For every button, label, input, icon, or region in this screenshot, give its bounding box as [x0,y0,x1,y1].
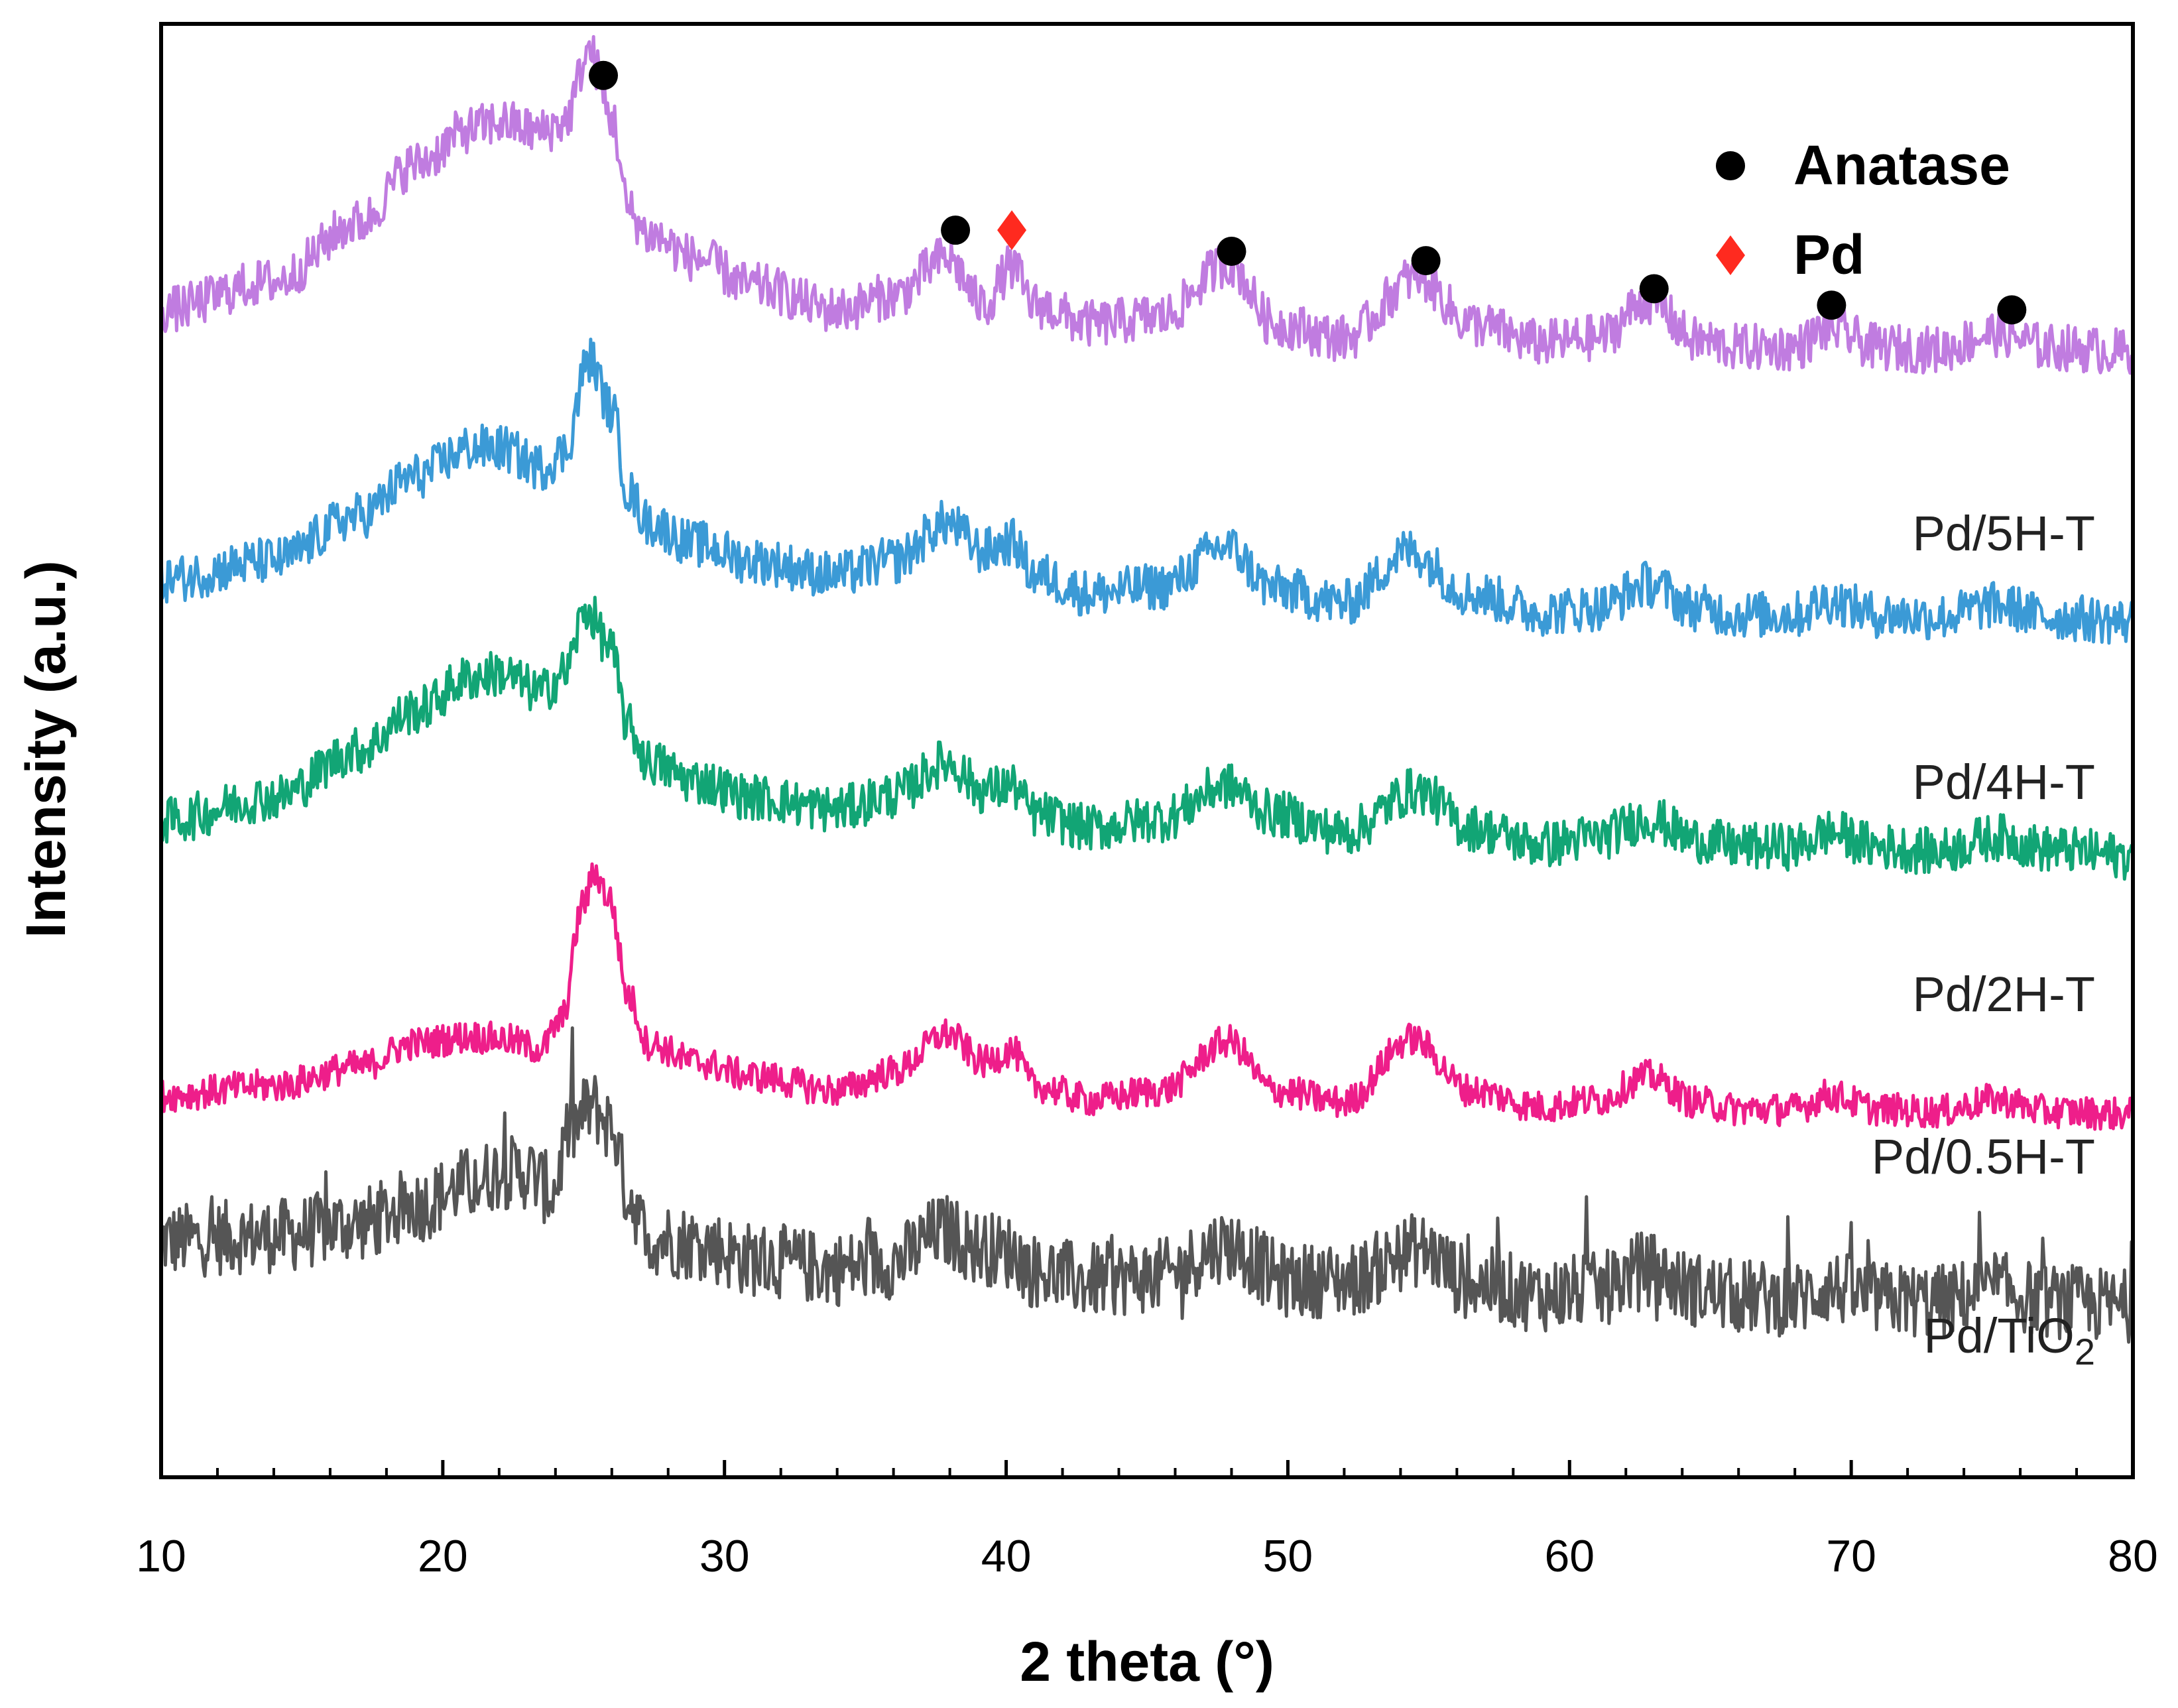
legend-anatase-marker-icon [1716,151,1745,180]
anatase-peak-marker-icon [1817,290,1846,320]
plot-frame [159,22,2135,1479]
anatase-peak-marker-icon [589,60,619,90]
series-layer [159,34,2135,1344]
series-label-pd-4h-t: Pd/4H-T [1912,755,2095,810]
y-axis-title: Intensity (a.u.) [15,560,77,938]
x-axis-title: 2 theta (°) [1020,1630,1274,1693]
x-tick-label: 60 [1544,1531,1595,1581]
x-tick-label: 80 [2108,1531,2158,1581]
anatase-peak-marker-icon [1411,246,1441,276]
legend-pd-marker-icon [1716,235,1745,275]
series-line-pd-4h-t [159,337,2135,645]
series-line-pd-tio [160,1026,2135,1344]
x-tick-label: 30 [699,1531,750,1581]
x-tick-label: 50 [1263,1531,1313,1581]
legend-anatase-label: Anatase [1793,134,2010,196]
series-label-pd-0-5h-t: Pd/0.5H-T [1872,1129,2095,1184]
series-label-pd-2h-t: Pd/2H-T [1912,967,2095,1022]
anatase-peak-marker-icon [1217,236,1246,266]
series-label-pd-tio: Pd/TiO2 [1923,1308,2095,1372]
x-tick-label: 10 [136,1531,186,1581]
anatase-peak-marker-icon [941,215,971,245]
series-line-pd-2h-t [159,595,2135,881]
legend: Anatase Pd [1716,134,2010,286]
pd-peak-marker-icon [997,210,1027,251]
x-tick-label: 20 [418,1531,468,1581]
tick-layer: 10 20 30 40 50 60 70 80 [136,1460,2158,1581]
anatase-peak-marker-icon [1639,274,1669,304]
series-label-layer: Pd/TiO2 Pd/0.5H-T Pd/2H-T Pd/4H-T Pd/5H-T [1872,506,2095,1372]
series-line-pd-0-5h-t [159,862,2135,1131]
series-label-pd-5h-t: Pd/5H-T [1912,506,2095,561]
legend-pd-label: Pd [1793,223,1864,286]
series-line-pd-5h-t [159,34,2135,375]
anatase-peak-marker-icon [1997,295,2027,325]
x-tick-label: 40 [981,1531,1032,1581]
marker-layer [589,60,2027,325]
x-tick-label: 70 [1826,1531,1876,1581]
